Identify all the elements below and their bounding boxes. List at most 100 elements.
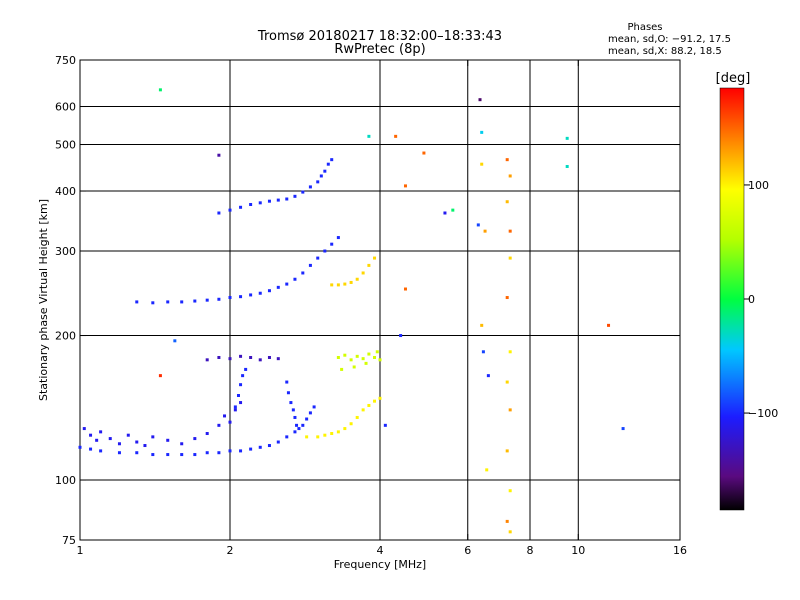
data-point	[480, 162, 484, 166]
data-point	[565, 164, 569, 168]
data-point	[276, 357, 280, 361]
data-point	[361, 271, 365, 275]
data-point	[505, 158, 509, 162]
data-point	[180, 300, 184, 304]
data-point	[330, 432, 334, 436]
data-point	[505, 296, 509, 300]
data-point	[135, 300, 139, 304]
phases-mean-x: mean, sd,X: 88.2, 18.5	[608, 46, 722, 57]
data-point	[355, 415, 359, 419]
data-point	[378, 396, 382, 400]
data-point	[383, 423, 387, 427]
data-points	[78, 88, 625, 534]
data-point	[117, 451, 121, 455]
data-point	[135, 451, 139, 455]
data-point	[233, 408, 237, 412]
data-point	[340, 367, 344, 371]
data-point	[228, 208, 232, 212]
data-point	[135, 440, 139, 444]
data-point	[476, 223, 480, 227]
data-point	[323, 169, 327, 173]
data-point	[180, 442, 184, 446]
data-point	[276, 198, 280, 202]
data-point	[367, 263, 371, 267]
data-point	[343, 282, 347, 286]
data-point	[205, 358, 209, 362]
data-point	[486, 374, 490, 378]
data-point	[276, 440, 280, 444]
data-point	[217, 451, 221, 455]
data-point	[330, 283, 334, 287]
colorbar-ticks: 100 0 −100	[744, 179, 778, 420]
axis-ticks: 1 2 4 6 8 10 16 75 100 200 300 400 500 600 750	[55, 54, 687, 557]
data-point	[239, 383, 243, 387]
y-tick-label: 300	[55, 245, 76, 258]
chart-title-line1: Tromsø 20180217 18:32:00–18:33:43	[257, 29, 502, 44]
data-point	[286, 391, 290, 395]
colorbar	[719, 87, 745, 511]
data-point	[308, 411, 312, 415]
data-point	[267, 355, 271, 359]
data-point	[295, 423, 299, 427]
data-point	[158, 374, 162, 378]
data-point	[249, 293, 253, 297]
data-point	[241, 374, 245, 378]
data-point	[323, 249, 327, 253]
data-point	[355, 277, 359, 281]
data-point	[293, 194, 297, 198]
data-point	[375, 350, 379, 354]
data-point	[193, 453, 197, 457]
data-point	[258, 445, 262, 449]
data-point	[297, 427, 301, 431]
data-point	[285, 282, 289, 286]
data-point	[312, 405, 316, 409]
y-tick-label: 400	[55, 185, 76, 198]
x-tick-label: 16	[673, 544, 687, 557]
data-point	[293, 430, 297, 434]
data-point	[399, 334, 403, 338]
data-point	[451, 208, 455, 212]
data-point	[508, 174, 512, 178]
data-point	[239, 354, 243, 358]
data-point	[193, 437, 197, 441]
data-point	[480, 130, 484, 134]
y-tick-label: 500	[55, 139, 76, 152]
phases-mean-o: mean, sd,O: −91.2, 17.5	[608, 34, 731, 45]
data-point	[249, 202, 253, 206]
data-point	[173, 339, 177, 343]
data-point	[319, 174, 323, 178]
data-point	[308, 263, 312, 267]
data-point	[301, 190, 305, 194]
data-point	[117, 442, 121, 446]
data-point	[361, 357, 365, 361]
y-tick-label: 600	[55, 101, 76, 114]
data-point	[326, 162, 330, 166]
data-point	[285, 380, 289, 384]
data-point	[228, 357, 232, 361]
data-point	[403, 287, 407, 291]
data-point	[394, 134, 398, 138]
data-point	[239, 449, 243, 453]
data-point	[480, 323, 484, 327]
data-point	[289, 401, 293, 405]
data-point	[166, 453, 170, 457]
data-point	[336, 430, 340, 434]
data-point	[217, 153, 221, 157]
data-point	[249, 355, 253, 359]
data-point	[508, 530, 512, 534]
data-point	[505, 200, 509, 204]
data-point	[99, 430, 103, 434]
data-point	[403, 184, 407, 188]
data-point	[308, 185, 312, 189]
data-point	[305, 417, 309, 421]
data-point	[126, 433, 130, 437]
colorbar-tick-label: 100	[748, 179, 769, 192]
data-point	[258, 201, 262, 205]
data-point	[336, 355, 340, 359]
data-point	[367, 352, 371, 356]
data-point	[166, 438, 170, 442]
data-point	[355, 354, 359, 358]
data-point	[228, 420, 232, 424]
data-point	[361, 408, 365, 412]
colorbar-tick-label: −100	[748, 407, 778, 420]
